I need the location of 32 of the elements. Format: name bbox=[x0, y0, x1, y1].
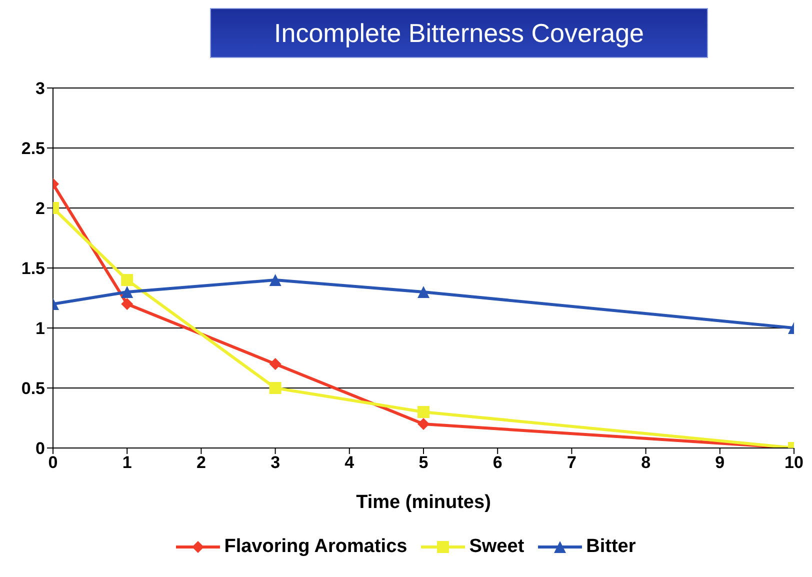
y-tick-label: 2.5 bbox=[21, 139, 45, 158]
x-tick-label: 3 bbox=[270, 453, 280, 472]
x-tick-label: 10 bbox=[784, 453, 804, 472]
point bbox=[418, 418, 430, 430]
point bbox=[121, 298, 134, 310]
x-tick-label: 1 bbox=[122, 453, 132, 472]
y-tick-label: 2 bbox=[36, 199, 45, 218]
x-tick-label: 5 bbox=[418, 453, 428, 472]
point bbox=[121, 286, 134, 298]
x-tick-label: 9 bbox=[715, 453, 725, 472]
y-tick-label: 1.5 bbox=[21, 259, 45, 278]
y-tick-label: 3 bbox=[36, 79, 45, 98]
x-tick-label: 0 bbox=[48, 453, 58, 472]
point bbox=[269, 274, 282, 286]
point bbox=[269, 382, 282, 394]
y-tick-label: 1 bbox=[36, 319, 45, 338]
x-axis-title: Time (minutes) bbox=[356, 492, 491, 513]
point bbox=[121, 274, 134, 286]
point bbox=[418, 406, 430, 418]
point bbox=[418, 286, 430, 298]
legend-label: Bitter bbox=[585, 536, 636, 558]
legend-label: Flavoring Aromatics bbox=[223, 536, 408, 558]
x-tick-label: 7 bbox=[566, 453, 576, 472]
chart-title: Incomplete Bitterness Coverage bbox=[210, 8, 708, 58]
y-tick-label: 0 bbox=[36, 439, 45, 458]
x-tick-label: 2 bbox=[196, 453, 206, 472]
point bbox=[269, 358, 282, 370]
y-tick-label: 0.5 bbox=[21, 379, 45, 398]
legend-label: Sweet bbox=[468, 536, 524, 558]
x-tick-label: 8 bbox=[641, 453, 651, 472]
x-tick-label: 4 bbox=[344, 453, 355, 472]
x-tick-label: 6 bbox=[492, 453, 502, 472]
